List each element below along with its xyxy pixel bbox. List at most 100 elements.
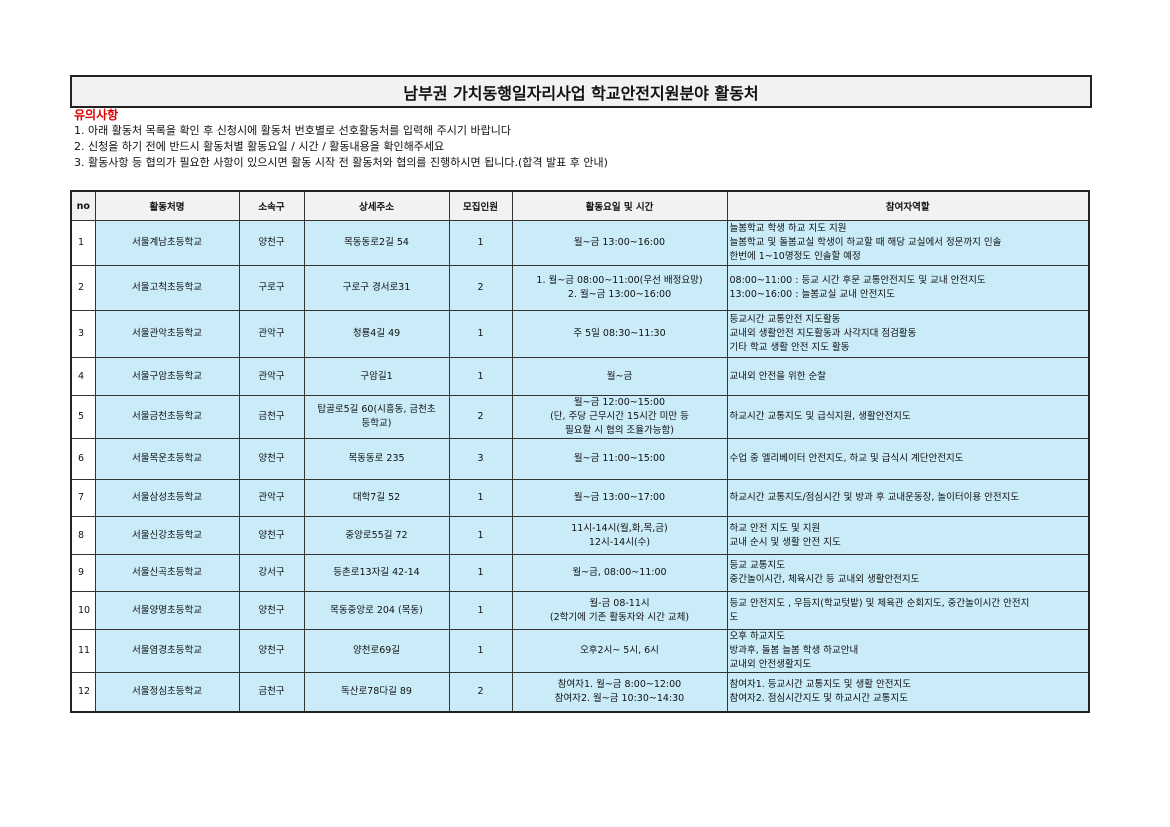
cell-schedule-line: 월~금 13:00~17:00	[573, 492, 666, 503]
cell-address-line: 등촌로13자길 42-14	[333, 567, 420, 578]
table-row: 4 서울구암초등학교 관악구 구암길1 1 월~금 교내외 안전을 위한 순찰	[70, 357, 1090, 396]
cell-schedule: 11시-14시(월,화,목,금) 12시-14시(수)	[511, 516, 728, 555]
cell-name: 서울계남초등학교	[94, 220, 240, 266]
cell-role-line: 하교시간 교통지도 및 급식지원, 생활안전지도	[729, 411, 911, 422]
cell-address: 목동동로2길 54	[303, 220, 450, 266]
cell-no: 9	[70, 554, 96, 592]
header-role: 참여자역할	[726, 190, 1090, 221]
header-no: no	[70, 190, 96, 221]
header-schedule: 활동요일 및 시간	[511, 190, 728, 221]
cell-district: 구로구	[238, 265, 305, 311]
cell-address-line: 독산로78다길 89	[341, 685, 412, 697]
cell-address: 청룡4길 49	[303, 310, 450, 358]
cell-count: 1	[448, 516, 513, 555]
header-district: 소속구	[238, 190, 305, 221]
cell-role-line: 교내외 생활안전 지도활동과 사각지대 점검활동	[729, 328, 917, 339]
cell-schedule-line: 월~금 12:00~15:00	[573, 397, 666, 408]
cell-district: 금천구	[238, 672, 305, 712]
table-row: 6 서울목운초등학교 양천구 목동동로 235 3 월~금 11:00~15:00 수업 중…	[70, 438, 1090, 480]
cell-address: 구로구 경서로31	[303, 265, 450, 311]
page-title: 남부권 가치동행일자리사업 학교안전지원분야 활동처	[70, 75, 1092, 108]
notice-item: 1. 아래 활동처 목록을 확인 후 신청시에 활동처 번호별로 선호활동처를 …	[74, 124, 512, 137]
cell-count: 1	[448, 220, 513, 266]
cell-address-line: 목동동로 235	[348, 453, 405, 464]
cell-schedule-line: 필요할 시 협의 조율가능함)	[565, 425, 674, 436]
table-row: 3 서울관악초등학교 관악구 청룡4길 49 1 주 5일 08:30~11:30 등교시간…	[70, 310, 1090, 358]
cell-schedule: 월~금, 08:00~11:00	[511, 554, 728, 592]
cell-role: 08:00~11:00 : 등교 시간 후문 교통안전지도 및 교내 안전지도 1…	[726, 265, 1090, 311]
cell-name: 서울고척초등학교	[94, 265, 240, 311]
cell-role: 참여자1. 등교시간 교통지도 및 생활 안전지도 참여자2. 점심시간지도 및 …	[726, 672, 1090, 712]
cell-schedule: 주 5일 08:30~11:30	[511, 310, 728, 358]
cell-schedule-line: 주 5일 08:30~11:30	[573, 328, 666, 339]
table-row: 9 서울신곡초등학교 강서구 등촌로13자길 42-14 1 월~금, 08:00~11:…	[70, 554, 1090, 592]
table-row: 12 서울정심초등학교 금천구 독산로78다길 89 2 참여자1. 월~금 8:00~1…	[70, 672, 1090, 712]
cell-name: 서울구암초등학교	[94, 357, 240, 396]
cell-address: 목동중앙로 204 (목동)	[303, 591, 450, 630]
cell-district: 양천구	[238, 220, 305, 266]
cell-role-line: 교내외 안전을 위한 순찰	[729, 370, 826, 382]
cell-address-line: 목동동로2길 54	[344, 237, 409, 248]
cell-address: 양천로69길	[303, 629, 450, 673]
cell-role: 등교 안전지도 , 우듬지(학교텃밭) 및 체육관 순회지도, 중간놀이시간 안…	[726, 591, 1090, 630]
cell-name: 서울정심초등학교	[94, 672, 240, 712]
header-count: 모집인원	[448, 190, 513, 221]
cell-role-line: 늘봄학교 및 돌봄교실 학생이 하교할 때 해당 교실에서 정문까지 인솔	[729, 237, 1002, 248]
cell-name: 서울양명초등학교	[94, 591, 240, 630]
cell-name: 서울관악초등학교	[94, 310, 240, 358]
cell-schedule-line: 1. 월~금 08:00~11:00(우선 배정요망)	[536, 275, 703, 286]
cell-no: 10	[70, 591, 96, 630]
cell-name: 서울삼성초등학교	[94, 479, 240, 517]
table-row: 2 서울고척초등학교 구로구 구로구 경서로31 2 1. 월~금 08:00~11:00…	[70, 265, 1090, 311]
cell-no: 3	[70, 310, 96, 358]
cell-name: 서울신곡초등학교	[94, 554, 240, 592]
cell-no: 12	[70, 672, 96, 712]
cell-name: 서울목운초등학교	[94, 438, 240, 480]
cell-address-line: 구로구 경서로31	[342, 282, 411, 293]
cell-schedule: 1. 월~금 08:00~11:00(우선 배정요망) 2. 월~금 13:00~…	[511, 265, 728, 311]
cell-role-line: 하교시간 교통지도/점심시간 및 방과 후 교내운동장, 놀이터이용 안전지도	[729, 492, 1020, 503]
cell-schedule-line: 월~금	[606, 370, 633, 382]
cell-role: 등교 교통지도 중간놀이시간, 체육시간 등 교내외 생활안전지도	[726, 554, 1090, 592]
cell-role: 하교 안전 지도 및 지원 교내 순시 및 생활 안전 지도	[726, 516, 1090, 555]
cell-district: 강서구	[238, 554, 305, 592]
cell-role-line: 방과후, 돌봄 늘봄 학생 하교안내	[729, 645, 859, 656]
cell-address: 목동동로 235	[303, 438, 450, 480]
cell-count: 2	[448, 672, 513, 712]
cell-schedule: 오후2시~ 5시, 6시	[511, 629, 728, 673]
notice-item: 2. 신청을 하기 전에 반드시 활동처별 활동요일 / 시간 / 활동내용을 …	[74, 140, 445, 153]
cell-address-line: 등학교)	[361, 418, 392, 429]
cell-schedule-line: 12시-14시(수)	[588, 536, 651, 548]
cell-role-line: 08:00~11:00 : 등교 시간 후문 교통안전지도 및 교내 안전지도	[729, 275, 986, 286]
cell-role-line: 등교 교통지도	[729, 560, 785, 571]
cell-role: 등교시간 교통안전 지도활동 교내외 생활안전 지도활동과 사각지대 점검활동 기타…	[726, 310, 1090, 358]
cell-role: 교내외 안전을 위한 순찰	[726, 357, 1090, 396]
cell-count: 2	[448, 265, 513, 311]
cell-schedule-line: 월~금 11:00~15:00	[573, 453, 666, 464]
cell-role-line: 한번에 1~10명정도 인솔할 예정	[729, 251, 861, 262]
cell-name: 서울염경초등학교	[94, 629, 240, 673]
cell-role-line: 참여자2. 점심시간지도 및 하교시간 교통지도	[729, 692, 908, 704]
cell-role-line: 교내외 안전생활지도	[729, 659, 812, 670]
cell-schedule: 월~금 13:00~17:00	[511, 479, 728, 517]
table-header-row: no 활동처명 소속구 상세주소 모집인원 활동요일 및 시간 참여자역할	[70, 190, 1090, 221]
cell-count: 1	[448, 591, 513, 630]
cell-no: 5	[70, 395, 96, 439]
cell-district: 양천구	[238, 629, 305, 673]
cell-schedule-line: 11시-14시(월,화,목,금)	[571, 522, 668, 534]
notice-heading: 유의사항	[74, 108, 119, 122]
cell-schedule: 월~금 11:00~15:00	[511, 438, 728, 480]
table-row: 5 서울금천초등학교 금천구 탑골로5길 60(시흥동, 금천초 등학교) 2 월~금 12…	[70, 395, 1090, 439]
cell-schedule-line: 2. 월~금 13:00~16:00	[567, 289, 672, 300]
cell-role-line: 기타 학교 생활 안전 지도 활동	[729, 342, 850, 353]
cell-schedule-line: (단, 주당 근무시간 15시간 미만 등	[550, 411, 689, 422]
cell-address-line: 양천로69길	[352, 645, 401, 656]
cell-no: 2	[70, 265, 96, 311]
cell-role-line: 오후 하교지도	[729, 631, 785, 642]
cell-address: 독산로78다길 89	[303, 672, 450, 712]
cell-district: 양천구	[238, 438, 305, 480]
cell-schedule: 월-금 08-11시 (2학기에 기존 활동자와 시간 교체)	[511, 591, 728, 630]
cell-role-line: 도	[729, 611, 739, 623]
